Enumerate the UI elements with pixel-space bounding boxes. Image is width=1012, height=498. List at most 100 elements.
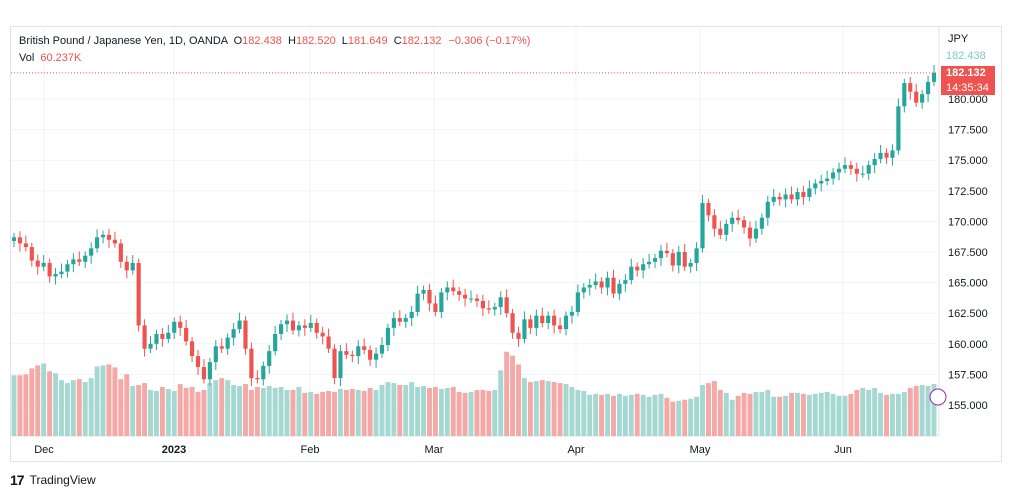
open-value: 182.438 [242, 35, 282, 47]
candle-body [457, 291, 462, 295]
currency-label[interactable]: JPY [948, 33, 969, 45]
volume-bar [266, 386, 272, 436]
volume-bar [237, 386, 243, 436]
volume-bar [23, 374, 29, 436]
volume-bar [11, 375, 17, 436]
volume-bar [611, 395, 616, 436]
volume-label[interactable]: Vol [19, 52, 35, 64]
candle-body [89, 248, 94, 256]
volume-bar [231, 385, 237, 436]
candle-body [332, 348, 337, 379]
candle-body [326, 336, 331, 349]
candle-body [914, 91, 919, 103]
candle-body [231, 329, 236, 338]
tradingview-logo-icon: 17 [10, 472, 25, 488]
candle-body [884, 152, 889, 158]
volume-bar [705, 383, 711, 436]
candle-body [807, 188, 812, 197]
candle-body [789, 194, 794, 200]
y-tick-label: 172.500 [948, 186, 988, 198]
volume-bar [59, 380, 64, 436]
volume-bar [830, 393, 836, 436]
candle-body [35, 260, 40, 267]
open-label: O [233, 35, 243, 47]
volume-bar [355, 389, 361, 436]
volume-bar [777, 396, 783, 436]
candle-body [587, 285, 592, 288]
candle-body [783, 194, 788, 200]
candle-body [314, 322, 319, 333]
volume-bar [106, 364, 112, 436]
candle-body [629, 266, 634, 281]
candle-body [546, 315, 551, 323]
volume-legend: Vol 60.237K [19, 52, 81, 64]
volume-bar [159, 387, 165, 436]
volume-bar [516, 364, 521, 436]
x-tick-label: May [690, 444, 711, 456]
candle-body [350, 354, 355, 357]
candle-body [308, 322, 313, 328]
candle-body [866, 165, 871, 174]
y-tick-label: 180.000 [948, 94, 988, 106]
volume-bar [646, 396, 652, 436]
volume-bar [640, 394, 646, 436]
candle-body [599, 281, 604, 288]
candle-body [552, 315, 557, 326]
candle-body [842, 165, 848, 169]
volume-bar [723, 392, 729, 436]
candle-body [59, 271, 64, 275]
scroll-realtime-icon [929, 388, 947, 406]
candle-body [528, 319, 533, 328]
volume-bar [486, 390, 492, 436]
candle-body [540, 315, 545, 323]
volume-bar [432, 387, 438, 436]
volume-bar [658, 393, 664, 436]
volume-bar [272, 387, 278, 436]
candle-body [652, 258, 658, 262]
volume-bar [492, 389, 498, 436]
candle-body [397, 318, 402, 322]
x-tick-label: Dec [34, 444, 54, 456]
candle-body [124, 261, 129, 271]
candle-body [243, 320, 248, 349]
x-tick-label: Jun [834, 444, 852, 456]
candle-body [362, 346, 367, 350]
candle-body [385, 327, 391, 346]
candle-body [468, 298, 474, 300]
candle-body [106, 234, 112, 240]
volume-bar [462, 392, 468, 436]
candle-body [130, 263, 135, 271]
volume-bar [593, 393, 599, 436]
candle-body [439, 292, 444, 312]
volume-bar [278, 387, 284, 436]
candle-body [112, 239, 117, 244]
candle-body [53, 274, 58, 277]
volume-bar [177, 384, 183, 436]
candle-body [261, 365, 266, 380]
volume-bar [616, 393, 622, 436]
symbol-title[interactable]: British Pound / Japanese Yen, 1D, OANDA [19, 35, 228, 47]
candle-body [356, 346, 361, 357]
volume-bar [385, 382, 391, 436]
volume-bar [931, 384, 937, 436]
volume-bar [290, 389, 296, 436]
candle-body [213, 346, 218, 363]
volume-bar [332, 391, 337, 436]
candle-body [195, 356, 201, 368]
volume-bar [634, 393, 640, 436]
candle-body [273, 334, 278, 352]
candle-body [747, 227, 753, 239]
volume-bar [747, 393, 753, 436]
candle-body [694, 248, 699, 264]
candle-body [676, 252, 681, 266]
volume-bar [17, 375, 23, 436]
candle-body [47, 263, 52, 277]
y-tick-label: 167.500 [948, 247, 988, 259]
tradingview-brand[interactable]: 17 TradingView [10, 472, 96, 488]
candle-body [741, 220, 747, 228]
volume-bar [53, 373, 59, 436]
volume-bar [118, 379, 124, 436]
volume-bar [343, 389, 349, 436]
volume-bar [866, 389, 872, 436]
